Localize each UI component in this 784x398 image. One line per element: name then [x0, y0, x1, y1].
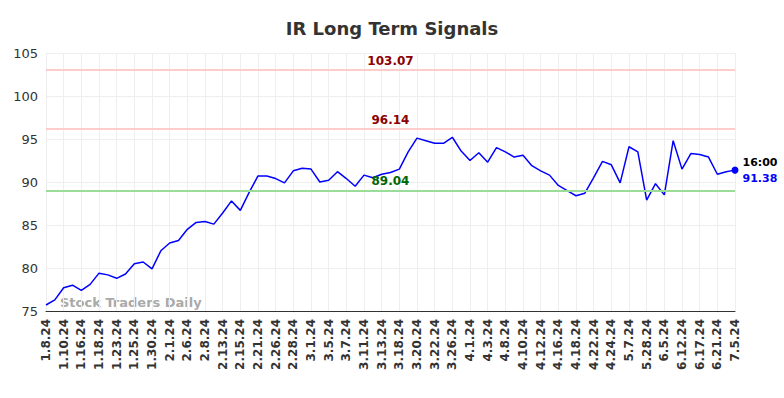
svg-text:75: 75 [21, 304, 38, 319]
svg-text:6.21.24: 6.21.24 [710, 319, 724, 370]
svg-text:2.28.24: 2.28.24 [286, 319, 300, 370]
svg-text:100: 100 [13, 89, 38, 104]
svg-text:4.3.24: 4.3.24 [481, 319, 495, 362]
svg-text:Stock Traders Daily: Stock Traders Daily [60, 295, 202, 310]
svg-text:3.18.24: 3.18.24 [392, 319, 406, 370]
svg-text:4.1.24: 4.1.24 [463, 319, 477, 362]
svg-text:5.28.24: 5.28.24 [640, 319, 654, 370]
svg-text:96.14: 96.14 [372, 113, 410, 127]
svg-text:3.11.24: 3.11.24 [357, 319, 371, 370]
svg-text:95: 95 [21, 132, 38, 147]
svg-text:5.7.24: 5.7.24 [622, 319, 636, 362]
svg-text:2.8.24: 2.8.24 [198, 319, 212, 362]
svg-text:1.25.24: 1.25.24 [127, 319, 141, 370]
svg-text:16:00: 16:00 [743, 156, 778, 169]
svg-text:2.6.24: 2.6.24 [180, 319, 194, 362]
svg-text:4.10.24: 4.10.24 [516, 319, 530, 370]
svg-text:90: 90 [21, 175, 38, 190]
svg-text:6.12.24: 6.12.24 [675, 319, 689, 370]
svg-text:89.04: 89.04 [372, 174, 410, 188]
svg-text:6.5.24: 6.5.24 [657, 319, 671, 362]
svg-text:3.13.24: 3.13.24 [375, 319, 389, 370]
svg-text:91.38: 91.38 [743, 172, 778, 185]
svg-text:6.17.24: 6.17.24 [693, 319, 707, 370]
svg-text:2.21.24: 2.21.24 [251, 319, 265, 370]
svg-text:105: 105 [13, 46, 38, 61]
svg-text:4.18.24: 4.18.24 [569, 319, 583, 370]
svg-text:3.22.24: 3.22.24 [428, 319, 442, 370]
svg-text:1.18.24: 1.18.24 [92, 319, 106, 370]
svg-text:80: 80 [21, 261, 38, 276]
svg-text:3.26.24: 3.26.24 [445, 319, 459, 370]
svg-text:103.07: 103.07 [367, 54, 413, 68]
svg-text:85: 85 [21, 218, 38, 233]
svg-text:2.26.24: 2.26.24 [269, 319, 283, 370]
svg-text:4.16.24: 4.16.24 [551, 319, 565, 370]
svg-text:3.7.24: 3.7.24 [339, 319, 353, 362]
svg-text:3.5.24: 3.5.24 [322, 319, 336, 362]
svg-text:2.1.24: 2.1.24 [163, 319, 177, 362]
svg-text:4.8.24: 4.8.24 [498, 319, 512, 362]
svg-text:7.5.24: 7.5.24 [728, 319, 742, 362]
svg-text:3.1.24: 3.1.24 [304, 319, 318, 362]
svg-text:1.30.24: 1.30.24 [145, 319, 159, 370]
svg-text:2.13.24: 2.13.24 [216, 319, 230, 370]
svg-text:1.10.24: 1.10.24 [57, 319, 71, 370]
svg-text:1.16.24: 1.16.24 [74, 319, 88, 370]
svg-text:4.22.24: 4.22.24 [587, 319, 601, 370]
svg-text:2.15.24: 2.15.24 [233, 319, 247, 370]
svg-text:4.24.24: 4.24.24 [604, 319, 618, 370]
svg-text:1.8.24: 1.8.24 [39, 319, 53, 362]
svg-text:3.20.24: 3.20.24 [410, 319, 424, 370]
svg-text:IR Long Term Signals: IR Long Term Signals [286, 18, 498, 39]
svg-text:4.12.24: 4.12.24 [534, 319, 548, 370]
svg-text:1.23.24: 1.23.24 [110, 319, 124, 370]
